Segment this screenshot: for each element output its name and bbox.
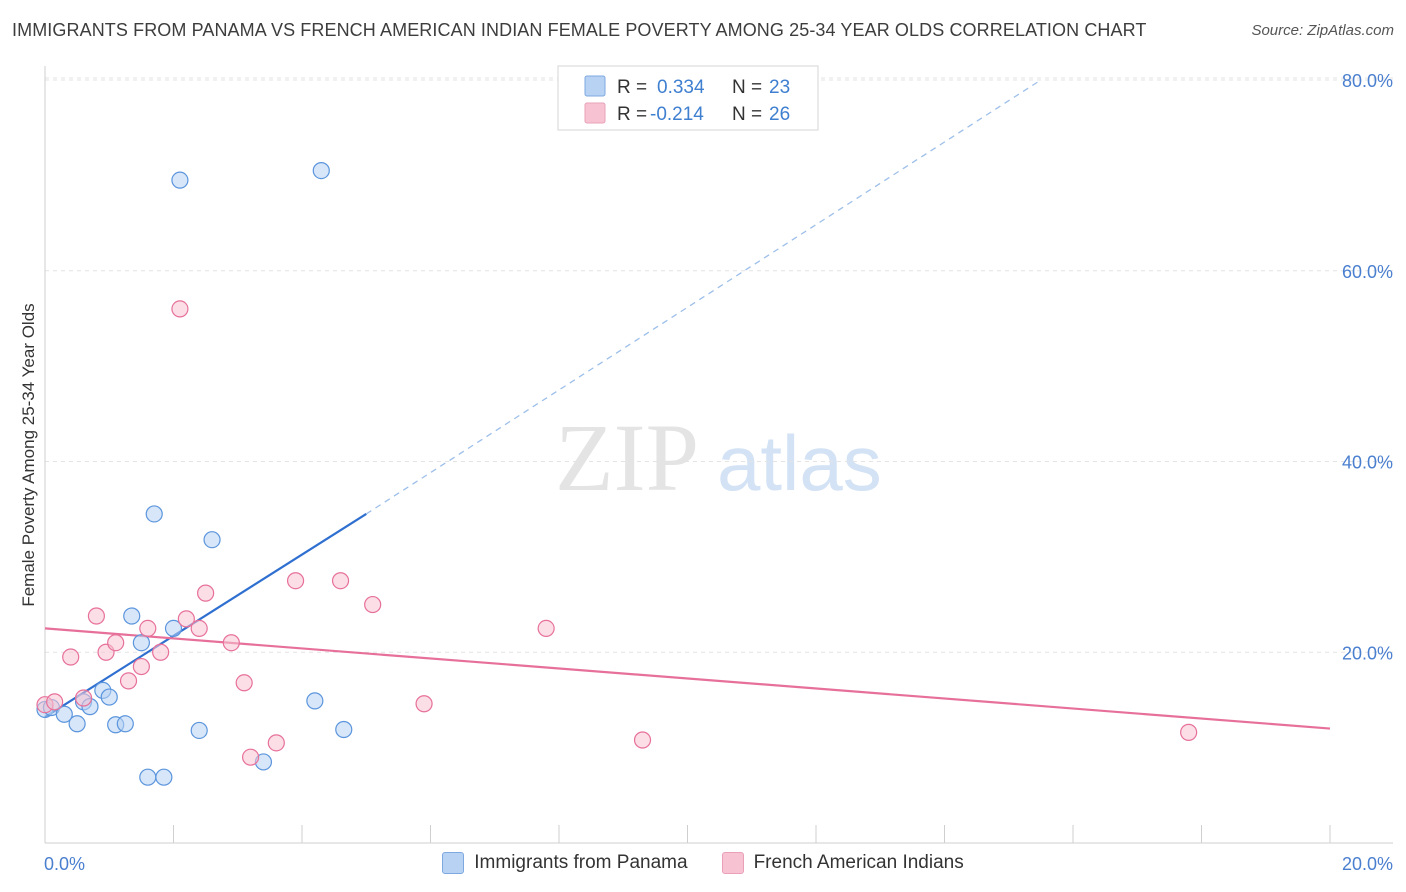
- stats-n-label: N =: [732, 104, 762, 125]
- watermark-atlas: atlas: [717, 419, 882, 507]
- legend-swatch-pink: [721, 852, 744, 874]
- data-point-blue: [123, 607, 141, 625]
- stats-r-label: R =: [617, 104, 647, 125]
- data-point-pink: [331, 572, 350, 590]
- data-point-pink: [267, 734, 285, 752]
- data-point-pink: [46, 693, 64, 711]
- data-point-pink: [415, 695, 433, 713]
- data-point-blue: [145, 505, 163, 523]
- legend-item-french-american-indians: French American Indians: [721, 852, 964, 874]
- gridlines: [45, 77, 1393, 653]
- data-point-pink: [197, 584, 215, 602]
- stats-r-value: 0.334: [657, 77, 705, 98]
- y-tick-label: 20.0%: [1342, 643, 1393, 663]
- data-point-blue: [132, 634, 150, 652]
- data-points: [36, 162, 1198, 786]
- data-point-blue: [190, 721, 208, 740]
- data-point-blue: [139, 768, 157, 786]
- data-point-blue: [68, 715, 86, 733]
- y-tick-label: 80.0%: [1342, 71, 1393, 91]
- data-point-blue: [312, 162, 330, 180]
- stats-r-value: -0.214: [650, 104, 704, 125]
- data-point-pink: [286, 572, 305, 590]
- data-point-blue: [155, 768, 173, 786]
- data-point-pink: [633, 731, 652, 749]
- trend-line-extension-blue: [365, 79, 1042, 515]
- stats-n-value: 26: [769, 104, 790, 125]
- data-point-blue: [203, 531, 221, 549]
- data-point-pink: [139, 619, 157, 638]
- data-point-pink: [132, 657, 150, 676]
- stats-n-label: N =: [732, 77, 762, 98]
- data-point-pink: [364, 595, 382, 614]
- chart-title: IMMIGRANTS FROM PANAMA VS FRENCH AMERICA…: [12, 20, 1147, 40]
- data-point-pink: [177, 610, 195, 628]
- data-point-pink: [537, 619, 555, 638]
- series-legend: Immigrants from Panama French American I…: [0, 852, 1406, 874]
- legend-label-panama: Immigrants from Panama: [474, 852, 688, 873]
- stats-r-label: R =: [617, 77, 647, 98]
- x-ticks: [44, 825, 1331, 843]
- data-point-blue: [335, 720, 353, 739]
- data-point-pink: [107, 634, 125, 652]
- y-tick-label: 60.0%: [1342, 262, 1393, 282]
- y-tick-label: 40.0%: [1342, 453, 1393, 473]
- x-tick-label-min: 0.0%: [44, 854, 85, 874]
- data-point-blue: [55, 705, 73, 723]
- legend-item-panama: Immigrants from Panama: [442, 852, 688, 874]
- stats-n-value: 23: [769, 77, 790, 98]
- source-credit: Source: ZipAtlas.com: [1251, 22, 1394, 39]
- watermark-zip: ZIP: [555, 404, 699, 511]
- data-point-pink: [74, 689, 93, 707]
- data-point-pink: [235, 674, 253, 692]
- stats-swatch-pink: [584, 102, 606, 124]
- data-point-pink: [190, 619, 208, 638]
- legend-swatch-blue: [442, 852, 465, 874]
- data-point-pink: [242, 748, 260, 766]
- y-tick-labels: 20.0% 40.0% 60.0% 80.0%: [1342, 71, 1393, 663]
- data-point-blue: [116, 715, 134, 733]
- data-point-pink: [1180, 723, 1198, 741]
- data-point-blue: [171, 171, 189, 189]
- data-point-blue: [100, 688, 118, 706]
- data-point-pink: [222, 634, 240, 652]
- stats-legend: R = 0.334 N = 23 R = -0.214 N = 26: [557, 65, 819, 131]
- stats-swatch-blue: [584, 75, 606, 97]
- x-tick-label-max: 20.0%: [1342, 854, 1393, 874]
- legend-label-french-american-indians: French American Indians: [753, 852, 964, 873]
- data-point-pink: [87, 607, 106, 625]
- data-point-blue: [164, 619, 183, 638]
- trend-line-pink: [44, 627, 1331, 730]
- data-point-blue: [306, 692, 324, 710]
- y-axis-label: Female Poverty Among 25-34 Year Olds: [19, 303, 38, 606]
- data-point-pink: [171, 300, 189, 318]
- data-point-pink: [119, 672, 138, 690]
- data-point-pink: [62, 648, 80, 666]
- data-point-pink: [152, 643, 170, 661]
